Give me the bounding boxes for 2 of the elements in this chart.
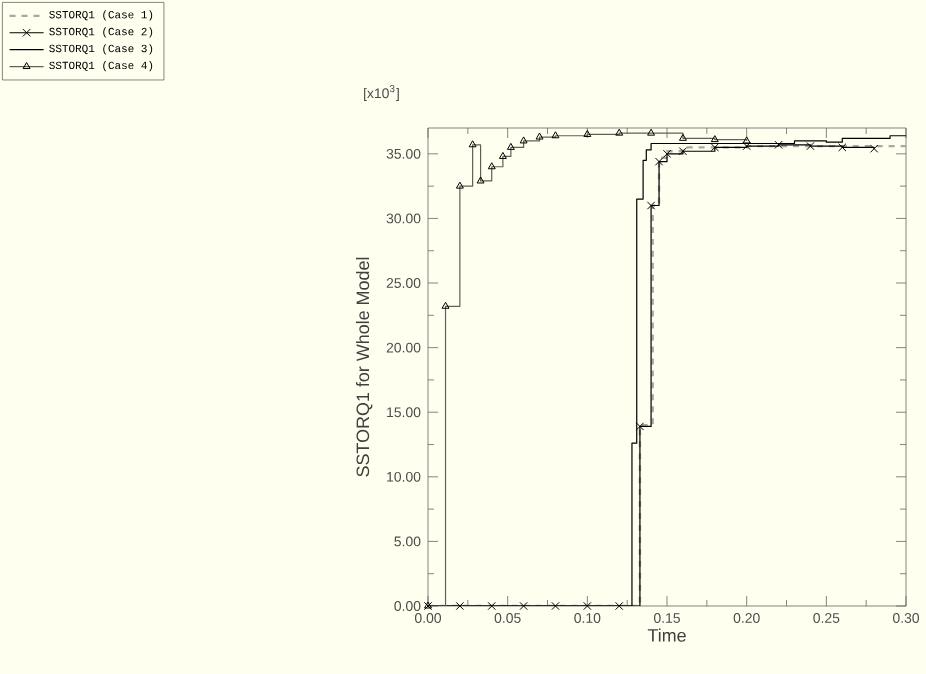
y-axis-title: SSTORQ1 for Whole Model: [356, 257, 373, 477]
x-axis-title: Time: [647, 628, 686, 642]
